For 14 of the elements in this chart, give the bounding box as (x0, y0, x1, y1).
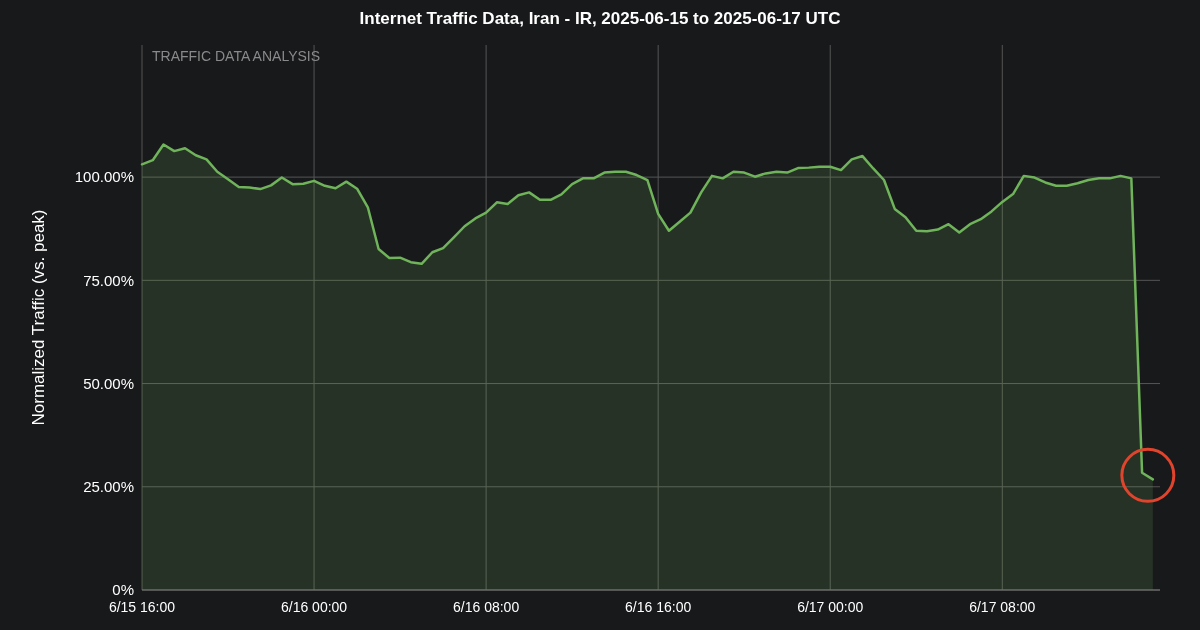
y-tick-label: 100.00% (74, 168, 134, 186)
x-tick-label: 6/15 16:00 (108, 599, 176, 615)
x-tick-label: 6/16 08:00 (453, 599, 520, 615)
y-tick-label: 75.00% (83, 271, 134, 289)
y-axis-title: Normalized Traffic (vs. peak) (29, 209, 48, 426)
x-tick-label: 6/16 16:00 (625, 599, 692, 615)
y-tick-label: 0% (112, 581, 134, 599)
x-tick-label: 6/16 00:00 (280, 599, 348, 615)
x-tick-label: 6/17 08:00 (969, 599, 1036, 615)
y-tick-label: 50.00% (83, 374, 134, 392)
x-tick-label: 6/17 00:00 (797, 599, 864, 615)
y-tick-label: 25.00% (83, 478, 134, 496)
annotation: TRAFFIC DATA ANALYSIS (152, 48, 321, 64)
chart-title: Internet Traffic Data, Iran - IR, 2025-06-15 to 2025-06-17 UTC (359, 9, 841, 28)
